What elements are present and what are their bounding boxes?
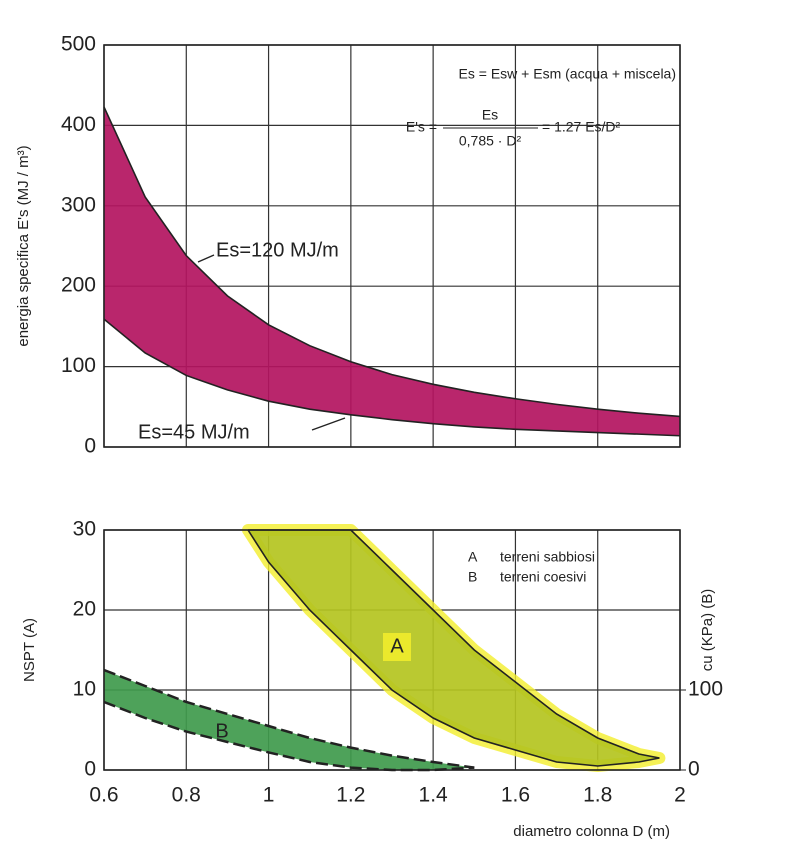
formula: 0,785 · D² (459, 133, 522, 149)
band-label: A (390, 635, 404, 657)
y-tick-label: 100 (61, 354, 96, 377)
band-label-bg (383, 633, 411, 661)
formula: Es = Esw + Esm (acqua + miscela) (459, 66, 676, 82)
band-upper-line (103, 106, 681, 418)
x-tick-label: 2 (674, 784, 686, 807)
y-tick-label: 0 (84, 435, 96, 458)
band-upper-line (103, 668, 475, 769)
band-area (104, 106, 680, 436)
annotation-leader (311, 417, 346, 431)
band-area (248, 530, 660, 766)
y2-tick-label: 0 (688, 758, 700, 781)
band-lower-line (247, 529, 660, 767)
y-tick-label: 30 (73, 518, 96, 541)
y-tick-label: 400 (61, 113, 96, 136)
y-tick-label: 500 (61, 33, 96, 56)
y2-axis-label: cu (KPa) (B) (699, 589, 716, 672)
x-tick-label: 1.6 (501, 784, 530, 807)
x-tick-label: 1.8 (583, 784, 612, 807)
x-tick-label: 1.4 (419, 784, 449, 807)
band-label: B (215, 720, 228, 742)
y-tick-label: 10 (73, 678, 96, 701)
band-lower-line (103, 318, 681, 437)
annotation-leader (197, 254, 215, 263)
x-axis-label: diametro colonna D (m) (513, 823, 670, 840)
y-tick-label: 20 (73, 598, 96, 621)
plot-frame (103, 44, 681, 448)
formula: E's = (406, 119, 437, 135)
y2-tick-label: 100 (688, 678, 723, 701)
formula: Es (482, 107, 498, 123)
y-tick-label: 0 (84, 758, 96, 781)
legend-key: B (468, 569, 477, 585)
annotation: Es=45 MJ/m (138, 421, 250, 443)
legend-label: terreni sabbiosi (500, 549, 595, 565)
annotation: Es=120 MJ/m (216, 239, 339, 261)
legend-label: terreni coesivi (500, 569, 586, 585)
formula: = 1.27 Es/D² (542, 119, 621, 135)
x-tick-label: 1 (263, 784, 275, 807)
y-tick-label: 200 (61, 274, 96, 297)
x-tick-label: 1.2 (336, 784, 365, 807)
y-axis-label: energia specifica E's (MJ / m³) (15, 145, 32, 346)
y-axis-label: NSPT (A) (21, 618, 38, 682)
plot-frame (103, 529, 681, 771)
y-tick-label: 300 (61, 193, 96, 216)
x-tick-label: 0.6 (89, 784, 118, 807)
band-area (104, 670, 475, 770)
x-tick-label: 0.8 (172, 784, 201, 807)
legend-key: A (468, 549, 478, 565)
